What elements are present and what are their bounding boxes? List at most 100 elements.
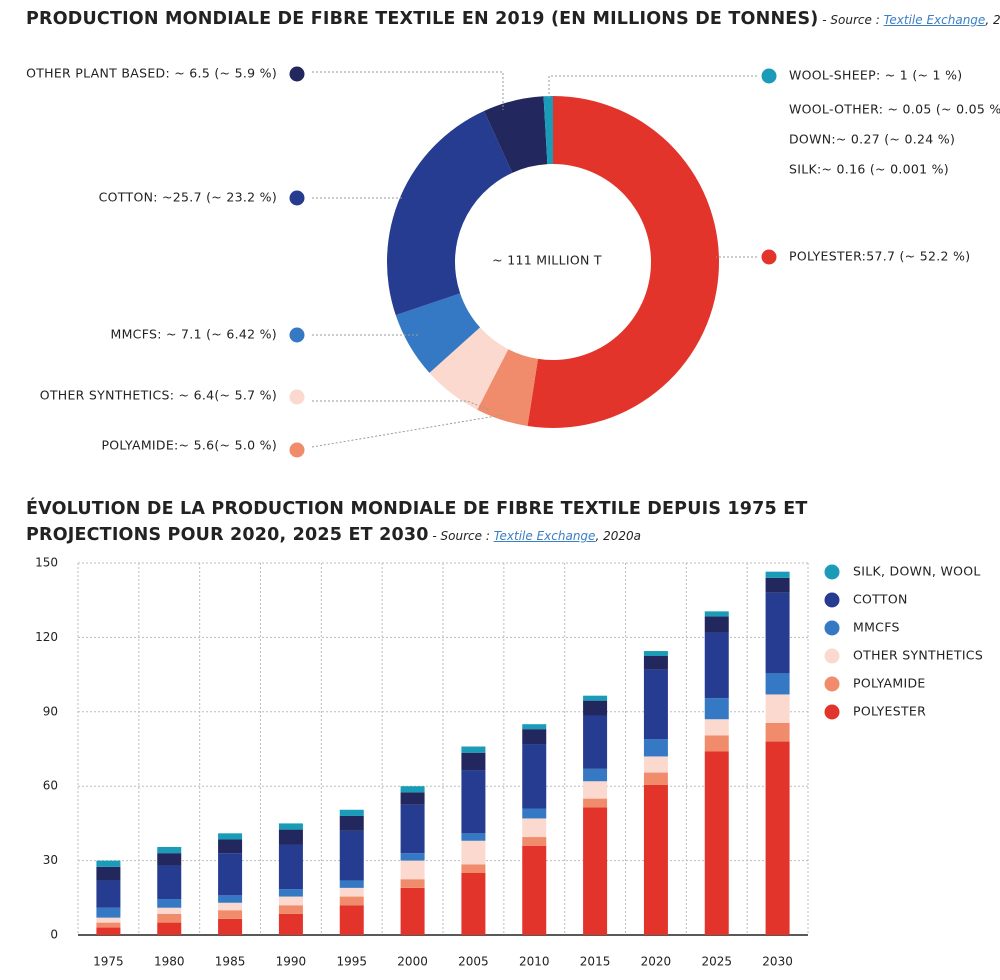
legend-dot-cotton (289, 190, 305, 206)
x-tick-label: 1995 (336, 955, 367, 969)
legend-dot-polyamide (289, 442, 305, 458)
bar-segment-cotton (704, 632, 729, 699)
donut-chart-title: PRODUCTION MONDIALE DE FIBRE TEXTILE EN … (26, 6, 1000, 33)
bar-title-line2-text: PROJECTIONS POUR 2020, 2025 ET 2030 (26, 525, 429, 545)
bar-segment-polyester (278, 913, 303, 935)
bar-segment-polyester (643, 784, 668, 935)
donut-title-text: PRODUCTION MONDIALE DE FIBRE TEXTILE EN … (26, 9, 819, 29)
bar-segment-polyamide (461, 864, 486, 873)
y-tick-label: 30 (43, 853, 58, 867)
bar-segment-other_plant (218, 839, 243, 854)
bar-segment-other_synthetics (765, 694, 790, 723)
bar-segment-polyamide (643, 772, 668, 785)
bar-segment-silk_down_wool (96, 860, 121, 867)
bar-source-link[interactable]: Textile Exchange (493, 529, 596, 543)
bar-segment-polyester (704, 751, 729, 935)
x-tick-label: 1985 (215, 955, 246, 969)
donut-source-link[interactable]: Textile Exchange (883, 13, 986, 27)
donut-slice-other_synthetics (429, 327, 509, 410)
bar-segment-silk_down_wool (704, 611, 729, 617)
x-tick-label: 2010 (519, 955, 550, 969)
bar-segment-mmcfs (461, 833, 486, 841)
bar-segment-mmcfs (400, 853, 425, 861)
x-tick-label: 2020 (641, 955, 672, 969)
bar-segment-other_plant (339, 815, 364, 831)
bar-segment-other_plant (583, 700, 608, 716)
bar-segment-mmcfs (583, 768, 608, 782)
donut-label-cotton: COTTON: ~25.7 (~ 23.2 %) (99, 190, 277, 205)
legend-label-silk_down_wool: SILK, DOWN, WOOL (853, 564, 981, 579)
x-tick-label: 1975 (93, 955, 124, 969)
bar-segment-mmcfs (218, 895, 243, 903)
bar-segment-silk_down_wool (278, 823, 303, 830)
x-tick-label: 2000 (397, 955, 428, 969)
bar-source-suffix: , 2020a (595, 529, 641, 543)
bar-segment-silk_down_wool (643, 651, 668, 656)
donut-extra-label: DOWN:~ 0.27 (~ 0.24 %) (789, 132, 955, 147)
bar-segment-polyester (583, 807, 608, 935)
bar-segment-cotton (157, 865, 182, 900)
bar-segment-polyester (765, 741, 790, 935)
bar-segment-other_synthetics (157, 907, 182, 914)
leader-line-other_plant (312, 71, 504, 110)
bar-segment-polyamide (218, 910, 243, 919)
legend-dot-mmcfs (289, 327, 305, 343)
bar-segment-silk_down_wool (157, 846, 182, 854)
donut-extra-label: WOOL-OTHER: ~ 0.05 (~ 0.05 %) (789, 102, 1000, 117)
bar-segment-silk_down_wool (461, 746, 486, 753)
bar-segment-mmcfs (643, 739, 668, 757)
bar-segment-polyamide (278, 905, 303, 914)
bar-segment-silk_down_wool (522, 724, 547, 730)
donut-slice-cotton (387, 111, 513, 316)
x-tick-label: 1990 (276, 955, 307, 969)
bar-segment-other_plant (157, 853, 182, 866)
x-tick-label: 2005 (458, 955, 489, 969)
legend-dot-polyester (824, 704, 840, 720)
bar-segment-other_plant (704, 616, 729, 633)
donut-label-other_plant: OTHER PLANT BASED: ~ 6.5 (~ 5.9 %) (26, 66, 277, 81)
legend-label-polyamide: POLYAMIDE (853, 676, 926, 691)
legend-dot-silk_down_wool (824, 564, 840, 580)
leader-line-wool_sheep (548, 75, 757, 100)
bar-segment-polyamide (400, 879, 425, 888)
donut-label-wool_sheep: WOOL-SHEEP: ~ 1 (~ 1 %) (789, 68, 962, 83)
bar-segment-cotton (522, 744, 547, 809)
donut-source-suffix: , 2020a (985, 13, 1000, 27)
bar-segment-other_plant (765, 577, 790, 593)
bar-segment-polyester (218, 918, 243, 935)
bar-segment-mmcfs (157, 899, 182, 908)
x-tick-label: 2030 (762, 955, 793, 969)
bar-segment-mmcfs (765, 673, 790, 695)
legend-label-cotton: COTTON (853, 592, 908, 607)
bar-segment-other_plant (522, 729, 547, 745)
bar-segment-polyester (400, 887, 425, 935)
bar-segment-cotton (765, 592, 790, 674)
bar-segment-other_plant (96, 866, 121, 881)
bar-segment-silk_down_wool (339, 809, 364, 816)
bar-segment-cotton (278, 844, 303, 890)
bar-source-prefix: - Source : (428, 529, 494, 543)
donut-slice-mmcfs (395, 293, 481, 373)
bar-segment-silk_down_wool (765, 571, 790, 578)
bar-segment-other_synthetics (218, 902, 243, 911)
legend-dot-other_synthetics (289, 389, 305, 405)
bar-segment-other_synthetics (461, 840, 486, 865)
legend-dot-polyester (761, 249, 777, 265)
legend-dot-cotton (824, 592, 840, 608)
donut-extra-label: SILK:~ 0.16 (~ 0.001 %) (789, 162, 949, 177)
y-tick-label: 60 (43, 779, 58, 793)
legend-dot-wool_sheep (761, 68, 777, 84)
bar-segment-polyamide (583, 798, 608, 808)
legend-dot-other_plant (289, 66, 305, 82)
bar-segment-polyamide (339, 896, 364, 906)
x-tick-label: 1980 (154, 955, 185, 969)
bar-segment-cotton (339, 830, 364, 881)
donut-center-label: ~ 111 MILLION T (492, 253, 602, 268)
bar-source: - Source : Textile Exchange, 2020a (429, 529, 641, 543)
bar-segment-mmcfs (704, 698, 729, 720)
leader-line-polyamide (311, 414, 503, 448)
x-tick-label: 2025 (701, 955, 732, 969)
bar-segment-silk_down_wool (583, 695, 608, 701)
legend-label-polyester: POLYESTER (853, 704, 926, 719)
